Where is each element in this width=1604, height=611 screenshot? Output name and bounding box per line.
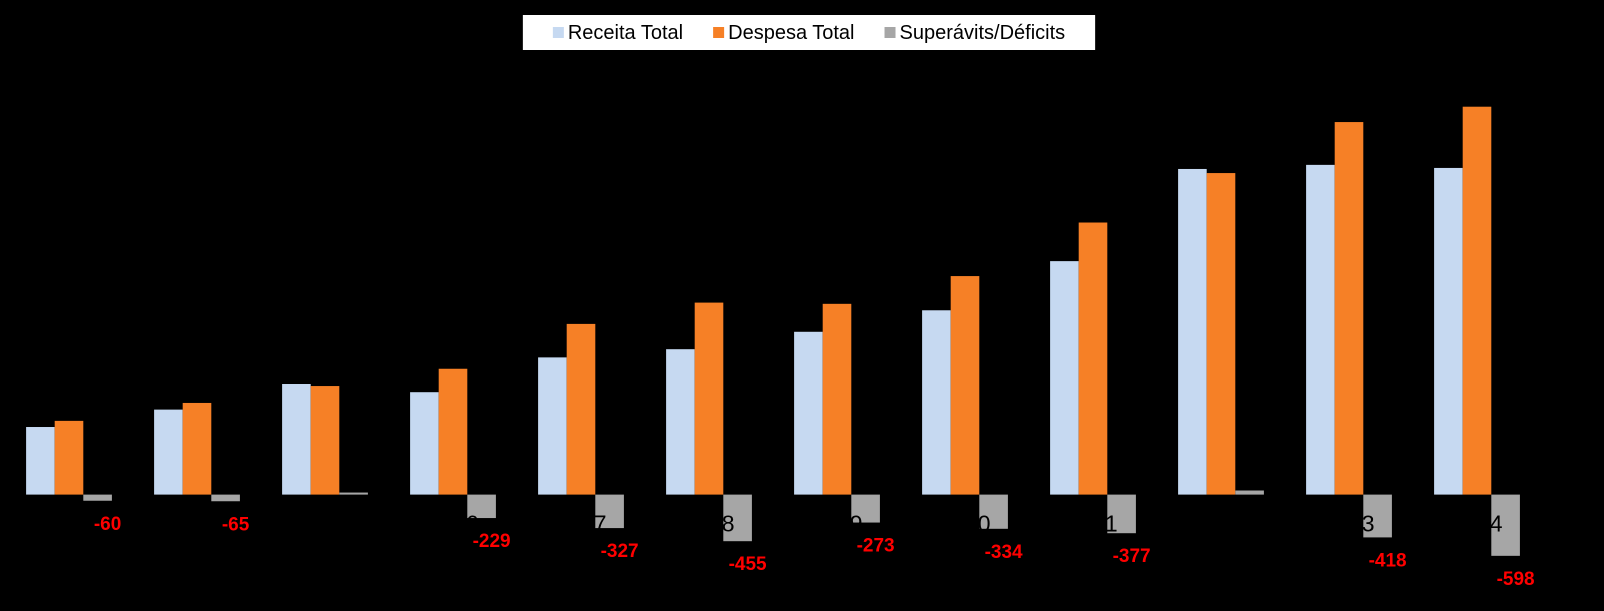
- bar: [410, 392, 439, 495]
- data-label: -598: [1497, 569, 1535, 590]
- bar: [595, 494, 624, 529]
- bar: [538, 357, 567, 495]
- x-tick-label: 2010: [939, 511, 990, 537]
- data-label: -418: [1369, 550, 1407, 571]
- legend-label: Receita Total: [568, 22, 683, 44]
- data-label: -455: [729, 554, 767, 575]
- bar: [154, 409, 183, 495]
- bar: [83, 494, 112, 501]
- x-tick-label: 2006: [427, 511, 478, 537]
- bar: [979, 494, 1008, 529]
- x-tick-label: 2013: [1323, 511, 1374, 537]
- bar: [54, 420, 84, 495]
- bar: [794, 331, 823, 495]
- bar: [1078, 222, 1108, 495]
- bar: [922, 310, 951, 495]
- bar: [851, 494, 880, 523]
- legend-label: Superávits/Déficits: [900, 22, 1066, 44]
- data-label: -60: [94, 514, 121, 535]
- bar: [1434, 167, 1463, 495]
- x-tick-label: 2005: [299, 511, 350, 537]
- bar: [467, 494, 496, 519]
- x-tick-label: 2004: [171, 511, 222, 537]
- data-label: -334: [985, 542, 1023, 563]
- bar: [1491, 494, 1520, 556]
- legend-swatch: [552, 27, 564, 38]
- bar: [1462, 106, 1492, 495]
- bar: [1363, 494, 1392, 538]
- bar: [950, 276, 980, 495]
- bar: [182, 402, 212, 495]
- legend: Receita Total Despesa Total Superávits/Déf…: [522, 15, 1096, 50]
- bar: [1107, 494, 1136, 534]
- bar: [566, 323, 596, 495]
- bar: [1206, 173, 1236, 495]
- bar: [822, 303, 852, 495]
- x-tick-label: 2009: [811, 511, 862, 537]
- bar: [694, 302, 724, 495]
- x-tick-label: 2003: [43, 511, 94, 537]
- x-tick-label: 2007: [555, 511, 606, 537]
- bar: [723, 494, 752, 542]
- data-label: -229: [473, 531, 511, 552]
- data-label: -273: [857, 536, 895, 557]
- bar: [282, 384, 311, 495]
- data-label: -377: [1113, 546, 1151, 567]
- bar: [310, 386, 340, 495]
- bar: [211, 494, 240, 502]
- legend-label: Despesa Total: [728, 22, 854, 44]
- bar: [339, 492, 368, 495]
- bar: [1178, 168, 1207, 495]
- x-tick-label: 2014: [1451, 511, 1502, 537]
- bar: [1235, 490, 1264, 495]
- legend-swatch: [884, 27, 896, 38]
- x-tick-label: 2011: [1068, 511, 1117, 537]
- x-tick-label: 2008: [683, 511, 734, 537]
- legend-swatch: [713, 27, 725, 38]
- bar: [1306, 164, 1335, 495]
- bar: [1334, 122, 1364, 495]
- data-label: -327: [601, 541, 639, 562]
- x-tick-label: 2012: [1195, 511, 1246, 537]
- legend-box: [522, 15, 1096, 50]
- bar: [666, 349, 695, 495]
- bar: [1050, 261, 1079, 495]
- bar: [26, 427, 55, 495]
- bar: [438, 368, 468, 495]
- data-label: -65: [222, 514, 250, 535]
